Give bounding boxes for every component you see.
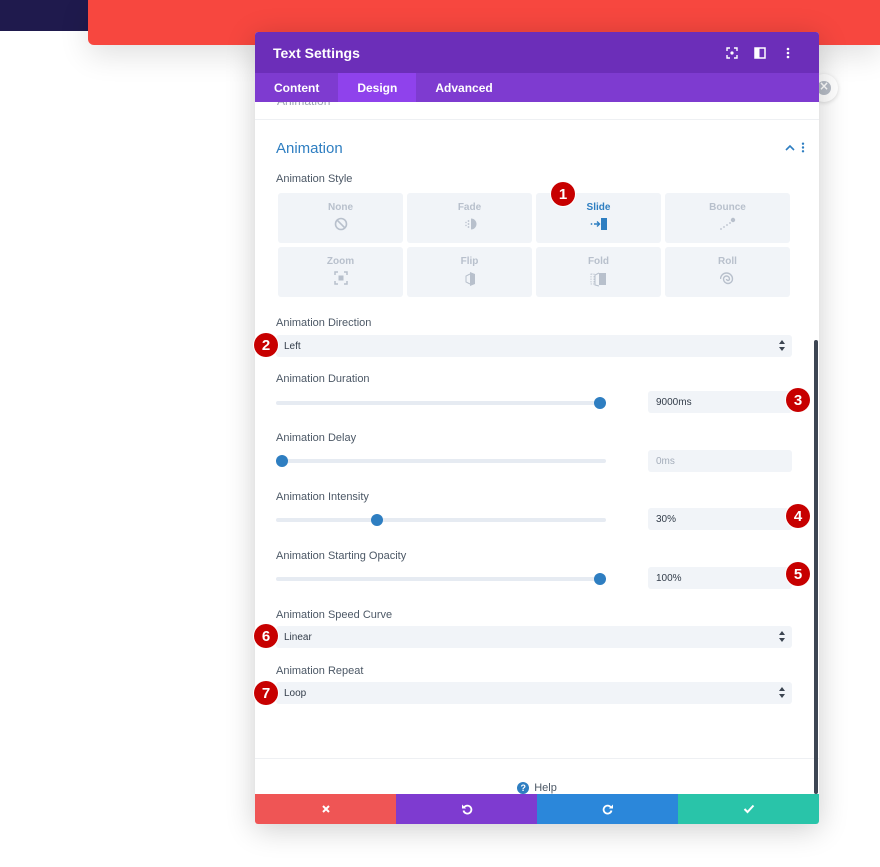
style-option-label: Bounce (709, 202, 746, 213)
slider-thumb[interactable] (594, 573, 606, 585)
animation-opacity-slider[interactable] (276, 573, 606, 585)
fold-icon (590, 272, 606, 287)
settings-scroll-area[interactable]: Animation Animation Animation Style None… (255, 102, 819, 794)
slider-track (276, 518, 606, 522)
animation-duration-input[interactable]: 9000ms (648, 391, 792, 413)
modal-tabs: Content Design Advanced (255, 73, 819, 102)
chevron-up-icon[interactable] (785, 144, 795, 151)
style-option-fade[interactable]: Fade (407, 193, 532, 243)
tab-design[interactable]: Design (338, 73, 417, 102)
background-navy-block (0, 0, 96, 31)
animation-delay-input[interactable]: 0ms (648, 450, 792, 472)
style-option-label: None (328, 202, 353, 213)
close-circle-icon (817, 79, 831, 95)
slide-icon (590, 218, 607, 230)
section-controls (785, 142, 805, 153)
modal-header: Text Settings (255, 32, 819, 73)
select-arrows-icon (779, 687, 785, 699)
help-link[interactable]: ? Help (255, 782, 819, 794)
help-icon: ? (517, 782, 530, 794)
animation-style-grid: None Fade Slide Bounce Zoom (278, 193, 791, 297)
slider-thumb[interactable] (276, 455, 288, 467)
animation-direction-label: Animation Direction (276, 317, 372, 329)
animation-duration-slider[interactable] (276, 397, 606, 409)
more-options-icon[interactable] (775, 43, 801, 63)
animation-repeat-select[interactable]: Loop (276, 682, 792, 704)
style-option-zoom[interactable]: Zoom (278, 247, 403, 297)
style-option-label: Slide (586, 202, 611, 213)
section-more-icon[interactable] (801, 142, 805, 153)
split-view-icon[interactable] (747, 43, 773, 63)
style-option-label: Fade (457, 202, 482, 213)
animation-direction-value: Left (284, 340, 301, 352)
fade-icon (464, 218, 476, 230)
style-option-none[interactable]: None (278, 193, 403, 243)
focus-icon[interactable] (719, 43, 745, 63)
check-icon (743, 804, 754, 814)
animation-delay-slider[interactable] (276, 455, 606, 467)
help-label: Help (534, 782, 557, 794)
cancel-button[interactable] (255, 794, 396, 824)
callout-badge: 5 (786, 562, 810, 586)
text-settings-modal: Text Settings Content Design Advanced An… (255, 32, 819, 824)
slider-track (276, 577, 606, 581)
select-arrows-icon (779, 340, 785, 352)
zoom-icon (333, 271, 348, 285)
style-option-roll[interactable]: Roll (665, 247, 790, 297)
animation-intensity-input[interactable]: 30% (648, 508, 792, 530)
style-option-bounce[interactable]: Bounce (665, 193, 790, 243)
callout-badge: 4 (786, 504, 810, 528)
redo-icon (602, 804, 613, 815)
section-divider (255, 119, 819, 120)
animation-opacity-label: Animation Starting Opacity (276, 550, 407, 562)
animation-speed-curve-value: Linear (284, 631, 312, 643)
animation-direction-select[interactable]: Left (276, 335, 792, 357)
style-option-fold[interactable]: Fold (536, 247, 661, 297)
style-option-label: Flip (460, 256, 479, 267)
animation-section-title[interactable]: Animation (276, 140, 343, 157)
animation-speed-curve-select[interactable]: Linear (276, 626, 792, 648)
modal-title: Text Settings (273, 44, 360, 61)
callout-badge: 1 (551, 182, 575, 206)
bounce-icon (719, 217, 735, 230)
style-option-label: Roll (718, 256, 737, 267)
tab-content[interactable]: Content (274, 80, 320, 95)
animation-speed-curve-label: Animation Speed Curve (276, 609, 393, 621)
animation-delay-label: Animation Delay (276, 432, 357, 444)
undo-button[interactable] (396, 794, 537, 824)
roll-icon (719, 272, 733, 285)
style-option-label: Zoom (326, 256, 355, 267)
undo-icon (461, 804, 472, 815)
tab-advanced[interactable]: Advanced (435, 80, 493, 95)
previous-section-label: Animation (277, 102, 330, 110)
close-icon (321, 805, 330, 813)
animation-repeat-label: Animation Repeat (276, 665, 364, 677)
callout-badge: 3 (786, 388, 810, 412)
flip-icon (465, 272, 475, 286)
slider-thumb[interactable] (594, 397, 606, 409)
scrollbar[interactable] (814, 340, 818, 794)
animation-duration-label: Animation Duration (276, 373, 370, 385)
animation-repeat-value: Loop (284, 687, 307, 699)
callout-badge: 7 (254, 681, 278, 705)
callout-badge: 2 (254, 333, 278, 357)
slider-track (276, 401, 606, 405)
style-option-label: Fold (587, 256, 610, 267)
save-button[interactable] (678, 794, 819, 824)
animation-intensity-slider[interactable] (276, 514, 606, 526)
style-option-flip[interactable]: Flip (407, 247, 532, 297)
slider-thumb[interactable] (371, 514, 384, 526)
help-divider (255, 758, 819, 759)
redo-button[interactable] (537, 794, 678, 824)
animation-intensity-label: Animation Intensity (276, 491, 369, 503)
animation-opacity-input[interactable]: 100% (648, 567, 792, 589)
callout-badge: 6 (254, 624, 278, 648)
select-arrows-icon (779, 631, 785, 643)
modal-footer (255, 794, 819, 824)
none-icon (334, 217, 347, 231)
animation-style-label: Animation Style (276, 173, 353, 185)
slider-track (276, 459, 606, 463)
